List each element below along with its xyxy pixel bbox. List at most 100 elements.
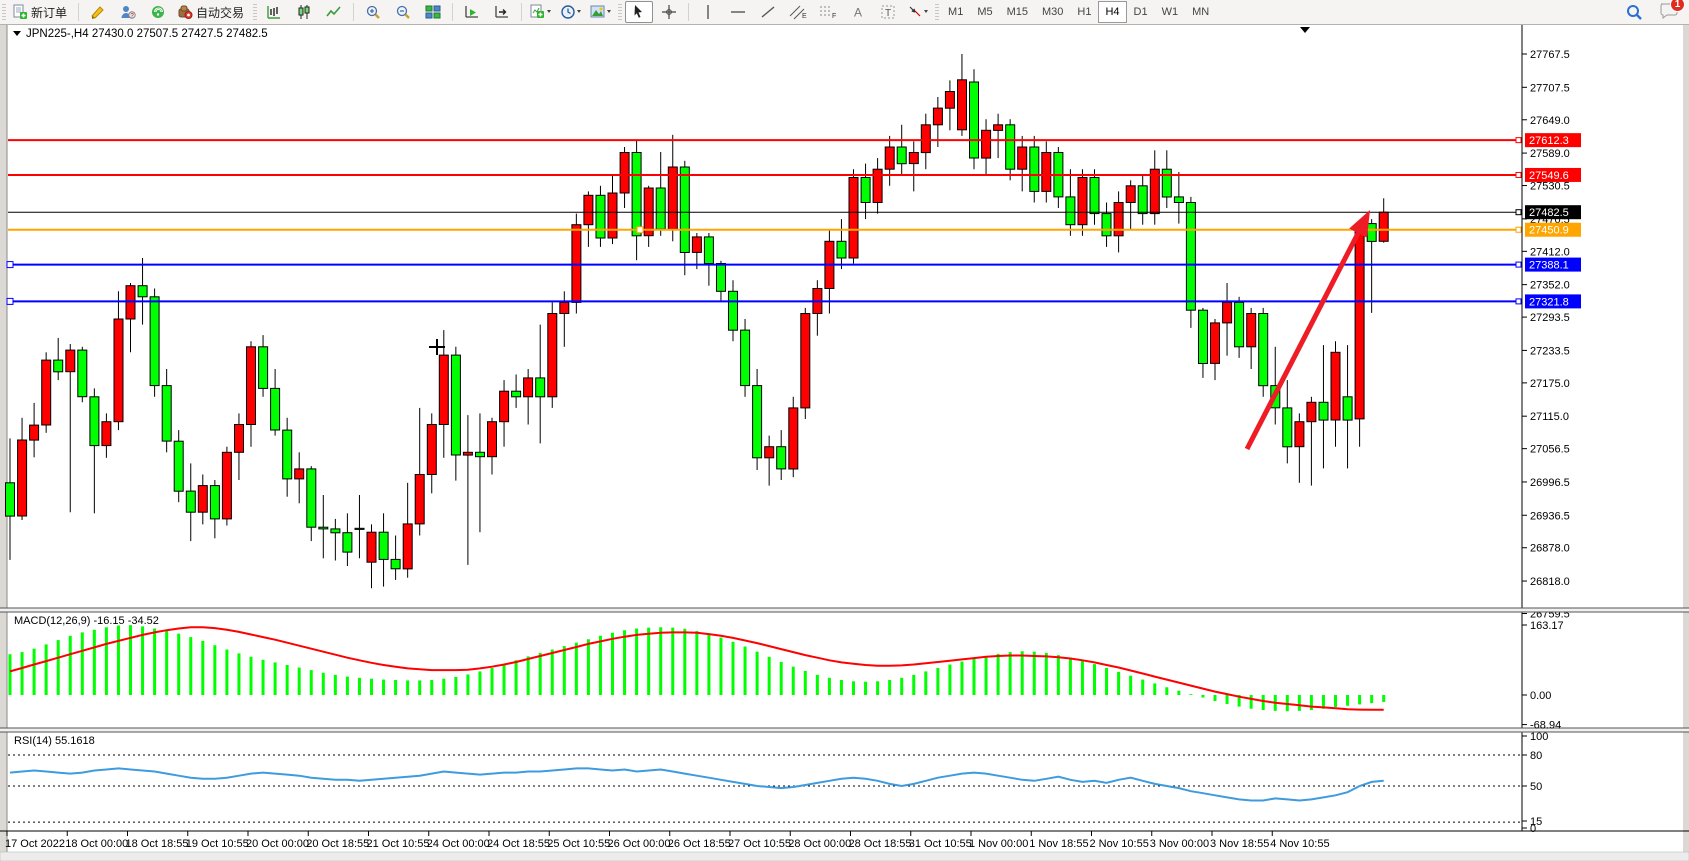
text-tool[interactable]: A bbox=[844, 1, 872, 23]
signal-button[interactable] bbox=[144, 1, 172, 23]
candle-body bbox=[1210, 322, 1220, 364]
candle-body bbox=[1185, 202, 1196, 311]
autotrade-label: 自动交易 bbox=[196, 5, 245, 20]
price-tick-label: 26818.0 bbox=[1530, 576, 1570, 588]
text-label-tool[interactable]: T bbox=[874, 1, 902, 23]
candle-body bbox=[1366, 223, 1377, 242]
price-tick-label: 27649.0 bbox=[1530, 115, 1570, 127]
candle-body bbox=[462, 451, 473, 456]
candle-body bbox=[752, 385, 763, 459]
tf-w1[interactable]: W1 bbox=[1161, 6, 1179, 18]
cursor-tool-button[interactable] bbox=[625, 1, 654, 23]
candle-body bbox=[872, 168, 883, 203]
separator bbox=[353, 3, 355, 21]
candle-body bbox=[438, 354, 449, 426]
line-anchor[interactable] bbox=[6, 297, 14, 305]
arrows-icon bbox=[907, 4, 929, 20]
candle-body bbox=[1065, 196, 1076, 226]
fibonacci-icon: F bbox=[819, 4, 837, 20]
candle-body bbox=[957, 79, 967, 131]
candle-body bbox=[475, 451, 485, 458]
new-order-button[interactable]: 新订单 bbox=[9, 1, 73, 23]
macd-signal-line bbox=[9, 626, 1384, 711]
pane-splitter[interactable] bbox=[0, 728, 1689, 732]
trend-arrow-head[interactable] bbox=[1349, 210, 1370, 238]
time-label: 3 Nov 18:55 bbox=[1210, 838, 1269, 850]
tf-m15[interactable]: M15 bbox=[1006, 6, 1028, 18]
candle-body bbox=[41, 359, 52, 426]
periods-button[interactable] bbox=[557, 1, 585, 23]
candle-body bbox=[149, 296, 160, 387]
candlestick-chart-icon bbox=[296, 4, 312, 20]
fibonacci-tool[interactable]: F bbox=[814, 1, 842, 23]
label-letter: T bbox=[885, 8, 891, 19]
horizontal-line-tool[interactable] bbox=[724, 1, 752, 23]
search-button[interactable] bbox=[1620, 1, 1648, 23]
bar-chart-icon bbox=[266, 4, 282, 20]
step-forward-icon bbox=[494, 4, 510, 20]
new-chart-button[interactable] bbox=[527, 1, 555, 23]
symbol-dropdown-icon[interactable] bbox=[13, 31, 21, 36]
candle-body bbox=[1173, 196, 1184, 203]
channel-icon: E bbox=[789, 4, 807, 20]
brush-icon bbox=[90, 4, 106, 20]
channel-tool[interactable]: E bbox=[784, 1, 812, 23]
notifications-button[interactable]: 1 bbox=[1659, 0, 1685, 23]
strategy-test-button[interactable] bbox=[458, 1, 486, 23]
editor-button[interactable]: ? bbox=[114, 1, 142, 23]
candle-body bbox=[29, 424, 40, 441]
time-label: 17 Oct 2022 bbox=[5, 838, 65, 850]
autotrade-button[interactable]: 自动交易 bbox=[174, 1, 250, 23]
trendline-tool[interactable] bbox=[754, 1, 782, 23]
candle-body bbox=[1258, 313, 1269, 387]
separator bbox=[452, 3, 454, 21]
price-tick-label: 27115.0 bbox=[1530, 411, 1569, 423]
tf-h1[interactable]: H1 bbox=[1077, 6, 1092, 18]
tf-m30[interactable]: M30 bbox=[1042, 6, 1064, 18]
candle-body bbox=[1101, 213, 1112, 237]
tf-mn[interactable]: MN bbox=[1192, 6, 1210, 18]
tf-m5[interactable]: M5 bbox=[977, 6, 993, 18]
candle-body bbox=[1294, 421, 1305, 448]
crosshair-tool-button[interactable] bbox=[655, 1, 683, 23]
line-anchor[interactable] bbox=[636, 226, 644, 234]
cross-mark-object[interactable] bbox=[429, 339, 445, 355]
editor-icon: ? bbox=[120, 4, 136, 20]
line-anchor[interactable] bbox=[6, 261, 14, 269]
pane-splitter[interactable] bbox=[0, 608, 1689, 612]
tile-windows-button[interactable] bbox=[419, 1, 447, 23]
tf-m1[interactable]: M1 bbox=[948, 6, 964, 18]
window-left-border bbox=[0, 24, 7, 861]
candle-body bbox=[390, 558, 401, 570]
bar-chart-button[interactable] bbox=[260, 1, 288, 23]
candle-body bbox=[1198, 309, 1208, 365]
brush-button[interactable] bbox=[84, 1, 112, 23]
scroll-end-triangle[interactable] bbox=[1300, 27, 1310, 33]
template-icon bbox=[590, 4, 612, 20]
toolbar-grip bbox=[2, 4, 6, 20]
candle-body bbox=[1306, 401, 1317, 423]
template-button[interactable] bbox=[587, 1, 615, 23]
trend-arrow[interactable] bbox=[1244, 231, 1361, 451]
price-tick-label: 27412.0 bbox=[1530, 246, 1570, 258]
svg-text:?: ? bbox=[130, 13, 134, 19]
zoom-out-button[interactable] bbox=[389, 1, 417, 23]
candle-body bbox=[1017, 146, 1028, 170]
channel-letter: E bbox=[802, 13, 807, 20]
macd-tick-label: 0.00 bbox=[1530, 690, 1551, 702]
separator bbox=[521, 3, 523, 21]
arrows-tool[interactable] bbox=[904, 1, 932, 23]
tf-d1[interactable]: D1 bbox=[1133, 6, 1148, 18]
window-right-border bbox=[1683, 24, 1689, 861]
tf-h4[interactable]: H4 bbox=[1098, 1, 1127, 23]
candle-body bbox=[1342, 396, 1353, 421]
candle-body bbox=[523, 377, 534, 398]
time-label: 3 Nov 00:00 bbox=[1150, 838, 1209, 850]
vertical-line-tool[interactable] bbox=[694, 1, 722, 23]
line-chart-button[interactable] bbox=[320, 1, 348, 23]
search-icon bbox=[1625, 3, 1643, 21]
candle-body bbox=[728, 290, 738, 331]
zoom-in-button[interactable] bbox=[359, 1, 387, 23]
candlestick-chart-button[interactable] bbox=[290, 1, 318, 23]
step-forward-button[interactable] bbox=[488, 1, 516, 23]
